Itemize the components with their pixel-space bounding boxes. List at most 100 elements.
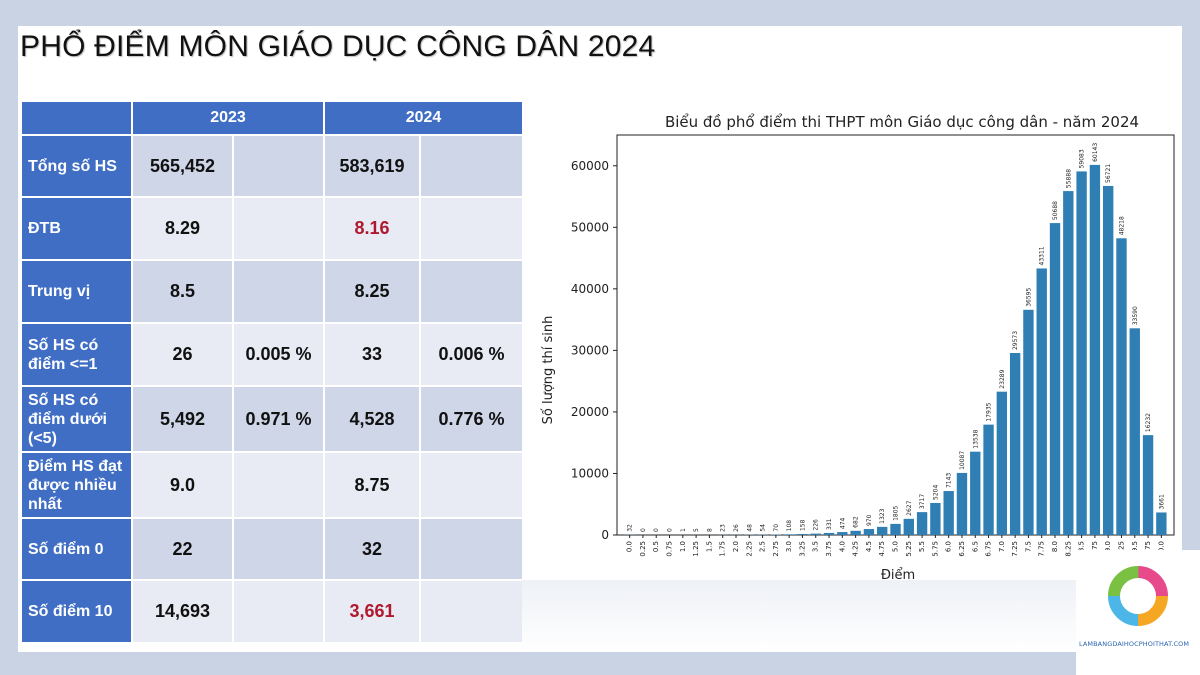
x-tick-label: 8.0: [1051, 541, 1059, 552]
x-tick-label: 3.0: [785, 541, 793, 552]
value-2024: 4,528: [325, 387, 419, 451]
percent-2023: 0.971 %: [234, 387, 323, 451]
data-label: 26: [733, 524, 740, 532]
table-header-row: 2023 2024: [22, 102, 522, 134]
chart-title: Biểu đồ phổ điểm thi THPT môn Giáo dục c…: [665, 113, 1139, 131]
x-tick-label: 1.5: [705, 541, 713, 552]
brand-logo-icon: [1108, 566, 1168, 626]
data-label: 48218: [1118, 216, 1125, 235]
x-tick-label: 9.25: [1117, 541, 1125, 557]
chart-bar: [837, 532, 848, 535]
chart-bar: [1009, 353, 1021, 535]
chart-bar: [1089, 164, 1101, 535]
x-tick-label: 9.75: [1144, 541, 1152, 557]
data-label: 0: [640, 528, 647, 532]
row-label: ĐTB: [22, 198, 131, 259]
data-label: 3661: [1158, 494, 1165, 509]
percent-2023: [234, 519, 323, 579]
chart-bar: [956, 472, 968, 535]
percent-2024: 0.776 %: [421, 387, 522, 451]
x-tick-label: 8.25: [1064, 541, 1072, 557]
chart-bar: [783, 534, 795, 535]
chart-bar: [797, 534, 808, 535]
percent-2024: 0.006 %: [421, 324, 522, 385]
data-label: 54: [760, 524, 767, 532]
percent-2023: [234, 261, 323, 322]
table-header-2024: 2024: [325, 102, 522, 134]
data-label: 158: [799, 519, 806, 531]
data-label: 43311: [1039, 246, 1046, 265]
chart-bar: [1116, 238, 1127, 535]
data-label: 16232: [1145, 413, 1152, 432]
x-tick-label: 8.75: [1091, 541, 1099, 557]
data-label: 17935: [986, 402, 993, 421]
value-2024: 583,619: [325, 136, 419, 196]
row-label: Số HS có điểm dưới (<5): [22, 387, 131, 451]
value-2023: 565,452: [133, 136, 232, 196]
data-label: 60143: [1092, 143, 1099, 162]
data-label: 50688: [1052, 201, 1059, 220]
row-label: Tổng số HS: [22, 136, 131, 196]
data-label: 5204: [932, 485, 939, 500]
x-tick-label: 2.75: [772, 541, 780, 557]
data-label: 29573: [1012, 331, 1019, 350]
x-tick-label: 5.0: [892, 541, 900, 552]
y-tick-label: 10000: [571, 466, 609, 480]
value-2024: 3,661: [325, 581, 419, 642]
x-tick-label: 1.0: [679, 541, 687, 552]
data-label: 474: [839, 517, 846, 529]
table-row: Tổng số HS 565,452 583,619: [22, 136, 522, 196]
x-tick-label: 3.5: [812, 541, 820, 552]
chart-bar: [1076, 171, 1087, 536]
table-row: ĐTB 8.29 8.16: [22, 198, 522, 259]
chart-bar: [943, 491, 954, 535]
data-label: 0: [653, 528, 660, 532]
data-label: 108: [786, 520, 793, 532]
chart-bar: [1063, 191, 1074, 535]
chart-bar: [903, 518, 914, 535]
row-label: Số điểm 0: [22, 519, 131, 579]
data-label: 56721: [1105, 164, 1112, 183]
row-label: Điểm HS đạt được nhiều nhất: [22, 453, 131, 517]
x-tick-label: 8.5: [1078, 541, 1086, 552]
chart-bar: [1142, 435, 1154, 535]
chart-bar: [916, 512, 928, 535]
table-row: Số HS có điểm <=1 26 0.005 % 33 0.006 %: [22, 324, 522, 385]
percent-2024: [421, 136, 522, 196]
chart-bar: [890, 523, 901, 535]
table-row: Điểm HS đạt được nhiều nhất 9.0 8.75: [22, 453, 522, 517]
chart-bar: [810, 533, 821, 535]
percent-2023: [234, 198, 323, 259]
chart-bar: [996, 391, 1008, 535]
x-tick-label: 4.75: [878, 541, 886, 557]
percent-2024: [421, 261, 522, 322]
x-tick-label: 9.5: [1131, 541, 1139, 552]
x-tick-label: 6.0: [945, 541, 953, 552]
x-tick-label: 3.25: [798, 541, 806, 557]
row-label: Số HS có điểm <=1: [22, 324, 131, 385]
data-label: 59083: [1079, 149, 1086, 168]
data-label: 36595: [1025, 288, 1032, 307]
x-tick-label: 4.25: [852, 541, 860, 557]
chart-y-axis-label: Số lượng thí sinh: [541, 316, 556, 425]
data-label: 331: [826, 518, 833, 530]
chart-bar: [1049, 223, 1061, 535]
percent-2024: [421, 453, 522, 517]
x-tick-label: 6.25: [958, 541, 966, 557]
value-2023: 26: [133, 324, 232, 385]
x-tick-label: 2.5: [759, 541, 767, 552]
data-label: 970: [866, 514, 873, 526]
value-2024: 8.75: [325, 453, 419, 517]
x-tick-label: 7.5: [1024, 541, 1032, 552]
x-tick-label: 1.25: [692, 541, 700, 557]
x-tick-label: 10.0: [1157, 541, 1165, 557]
data-label: 48: [746, 524, 753, 532]
chart-bar: [1102, 185, 1114, 535]
data-label: 55888: [1065, 169, 1072, 188]
data-label: 1: [680, 528, 687, 532]
chart-bar: [1036, 268, 1047, 535]
x-tick-label: 2.0: [732, 541, 740, 552]
row-label: Trung vị: [22, 261, 131, 322]
percent-2024: [421, 581, 522, 642]
table-header-2023: 2023: [133, 102, 323, 134]
